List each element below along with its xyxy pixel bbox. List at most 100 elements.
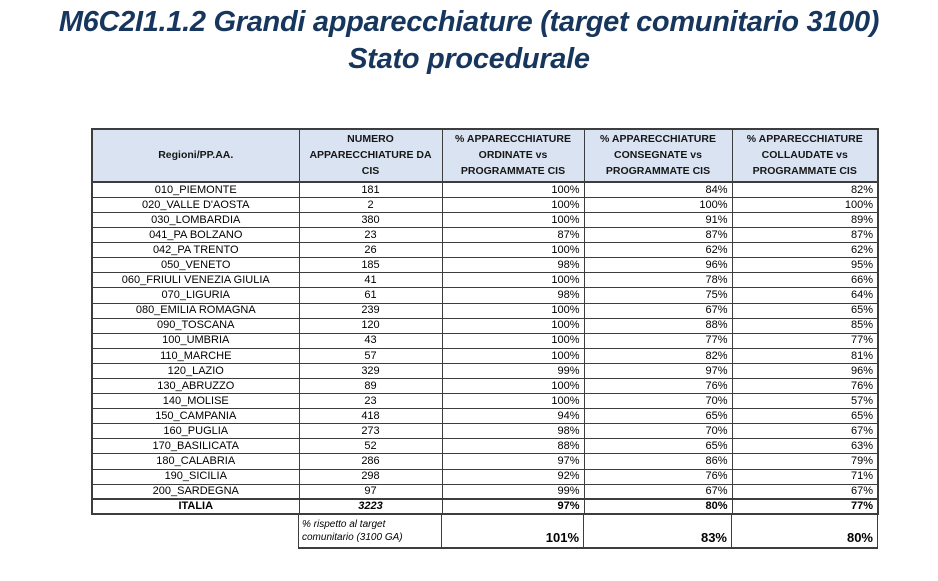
target-row-table: % rispetto al target comunitario (3100 G… — [298, 515, 878, 550]
consegnate-cell: 88% — [583, 317, 733, 334]
col-header-consegnate: % APPARECCHIATURE CONSEGNATE vs PROGRAMM… — [583, 128, 733, 184]
consegnate-cell: 78% — [583, 272, 733, 289]
numero-cell: 329 — [298, 362, 443, 379]
ordinate-cell: 100% — [441, 393, 585, 410]
consegnate-cell: 70% — [583, 393, 733, 410]
consegnate-cell: 67% — [583, 483, 733, 500]
numero-cell: 273 — [298, 423, 443, 440]
collaudate-cell: 100% — [731, 196, 879, 213]
collaudate-cell: 57% — [731, 393, 879, 410]
ordinate-cell: 98% — [441, 423, 585, 440]
ordinate-cell: 100% — [441, 317, 585, 334]
region-cell: 010_PIEMONTE — [91, 181, 300, 198]
collaudate-cell: 77% — [731, 332, 879, 349]
table-row: 200_SARDEGNA 97 99% 67% 67% — [91, 483, 879, 500]
consegnate-cell: 67% — [583, 302, 733, 319]
header-row: Regioni/PP.AA. NUMERO APPARECCHIATURE DA… — [91, 128, 879, 184]
table-row: 150_CAMPANIA 418 94% 65% 65% — [91, 408, 879, 425]
region-cell: 130_ABRUZZO — [91, 377, 300, 395]
table-row: 042_PA TRENTO 26 100% 62% 62% — [91, 242, 879, 259]
consegnate-cell: 97% — [583, 362, 733, 379]
table-row: 140_MOLISE 23 100% 70% 57% — [91, 393, 879, 410]
table-row: 030_LOMBARDIA 380 100% 91% 89% — [91, 211, 879, 229]
numero-cell: 380 — [298, 211, 443, 229]
numero-cell: 286 — [298, 453, 443, 470]
region-cell: 180_CALABRIA — [91, 453, 300, 470]
numero-cell: 2 — [298, 196, 443, 213]
table-row: 080_EMILIA ROMAGNA 239 100% 67% 65% — [91, 302, 879, 319]
consegnate-cell: 82% — [583, 347, 733, 364]
col-header-regioni: Regioni/PP.AA. — [91, 128, 300, 184]
numero-cell: 26 — [298, 242, 443, 259]
ordinate-cell: 87% — [441, 227, 585, 244]
collaudate-cell: 71% — [731, 468, 879, 485]
title-line-2: Stato procedurale — [348, 43, 590, 76]
target-collaudate-cell: 80% — [731, 515, 878, 550]
table-row: 180_CALABRIA 286 97% 86% 79% — [91, 453, 879, 470]
ordinate-cell: 99% — [441, 362, 585, 379]
ordinate-cell: 98% — [441, 287, 585, 304]
table-row: 050_VENETO 185 98% 96% 95% — [91, 257, 879, 274]
ordinate-cell: 100% — [441, 272, 585, 289]
numero-cell: 41 — [298, 272, 443, 289]
table-body: 010_PIEMONTE 181 100% 84% 82% 020_VALLE D'AOS… — [91, 181, 879, 500]
collaudate-cell: 95% — [731, 257, 879, 274]
region-cell: 060_FRIULI VENEZIA GIULIA — [91, 272, 300, 289]
collaudate-cell: 76% — [731, 377, 879, 395]
collaudate-cell: 64% — [731, 287, 879, 304]
ordinate-cell: 100% — [441, 377, 585, 395]
collaudate-cell: 79% — [731, 453, 879, 470]
col-header-ordinate: % APPARECCHIATURE ORDINATE vs PROGRAMMAT… — [441, 128, 585, 184]
region-cell: 070_LIGURIA — [91, 287, 300, 304]
table-row: 060_FRIULI VENEZIA GIULIA 41 100% 78% 66% — [91, 272, 879, 289]
region-cell: 030_LOMBARDIA — [91, 211, 300, 229]
ordinate-cell: 97% — [441, 453, 585, 470]
table-row: 100_UMBRIA 43 100% 77% 77% — [91, 332, 879, 349]
data-table: Regioni/PP.AA. NUMERO APPARECCHIATURE DA… — [91, 128, 879, 516]
region-cell: 120_LAZIO — [91, 362, 300, 379]
consegnate-cell: 65% — [583, 408, 733, 425]
region-cell: 200_SARDEGNA — [91, 483, 300, 500]
table-row: 070_LIGURIA 61 98% 75% 64% — [91, 287, 879, 304]
page-title: M6C2I1.1.2 Grandi apparecchiature (targe… — [0, 4, 938, 78]
ordinate-cell: 100% — [441, 211, 585, 229]
region-cell: 080_EMILIA ROMAGNA — [91, 302, 300, 319]
table-row: 041_PA BOLZANO 23 87% 87% 87% — [91, 227, 879, 244]
numero-cell: 120 — [298, 317, 443, 334]
region-cell: 190_SICILIA — [91, 468, 300, 485]
consegnate-cell: 77% — [583, 332, 733, 349]
region-cell: 050_VENETO — [91, 257, 300, 274]
table-row: 130_ABRUZZO 89 100% 76% 76% — [91, 377, 879, 395]
region-cell: 100_UMBRIA — [91, 332, 300, 349]
table-row: 020_VALLE D'AOSTA 2 100% 100% 100% — [91, 196, 879, 213]
collaudate-cell: 63% — [731, 438, 879, 455]
region-cell: 110_MARCHE — [91, 347, 300, 364]
collaudate-cell: 85% — [731, 317, 879, 334]
ordinate-cell: 100% — [441, 332, 585, 349]
total-ordinate-cell: 97% — [441, 498, 585, 516]
collaudate-cell: 65% — [731, 408, 879, 425]
region-cell: 160_PUGLIA — [91, 423, 300, 440]
ordinate-cell: 98% — [441, 257, 585, 274]
ordinate-cell: 100% — [441, 181, 585, 198]
numero-cell: 181 — [298, 181, 443, 198]
numero-cell: 61 — [298, 287, 443, 304]
target-ordinate-cell: 101% — [441, 515, 584, 550]
region-cell: 020_VALLE D'AOSTA — [91, 196, 300, 213]
ordinate-cell: 100% — [441, 242, 585, 259]
total-row: ITALIA 3223 97% 80% 77% — [91, 498, 879, 516]
collaudate-cell: 81% — [731, 347, 879, 364]
region-cell: 170_BASILICATA — [91, 438, 300, 455]
consegnate-cell: 75% — [583, 287, 733, 304]
region-cell: 140_MOLISE — [91, 393, 300, 410]
consegnate-cell: 87% — [583, 227, 733, 244]
numero-cell: 418 — [298, 408, 443, 425]
table-row: 090_TOSCANA 120 100% 88% 85% — [91, 317, 879, 334]
col-header-numero: NUMERO APPARECCHIATURE DA CIS — [298, 128, 443, 184]
consegnate-cell: 91% — [583, 211, 733, 229]
numero-cell: 23 — [298, 227, 443, 244]
numero-cell: 185 — [298, 257, 443, 274]
collaudate-cell: 62% — [731, 242, 879, 259]
consegnate-cell: 65% — [583, 438, 733, 455]
target-row: % rispetto al target comunitario (3100 G… — [298, 515, 878, 550]
